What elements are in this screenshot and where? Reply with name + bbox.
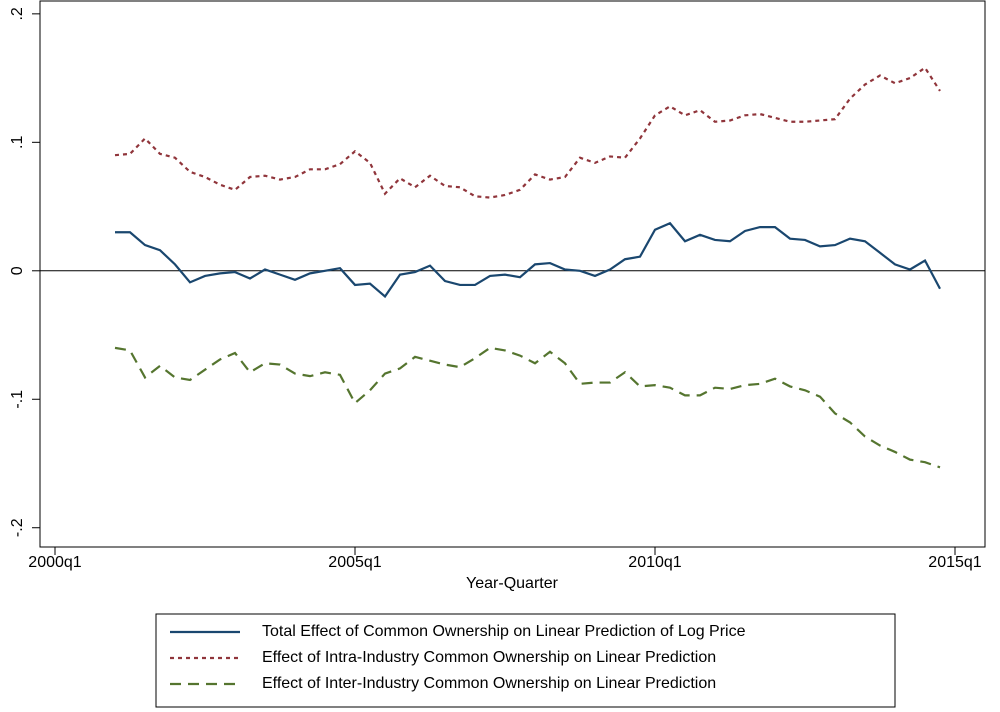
y-tick-label: .2 (9, 7, 26, 20)
legend-box (155, 613, 896, 708)
y-tick-label: -.1 (9, 390, 26, 409)
x-axis-title: Year-Quarter (466, 575, 559, 592)
y-tick-label: -.2 (9, 518, 26, 537)
plot-frame (39, 0, 986, 548)
legend-label: Effect of Inter-Industry Common Ownershi… (262, 675, 716, 692)
series-line (115, 221, 941, 299)
legend-label: Effect of Intra-Industry Common Ownershi… (262, 649, 716, 666)
x-tick-label: 2005q1 (328, 554, 381, 571)
x-tick-label: 2010q1 (628, 554, 681, 571)
x-tick-label: 2015q1 (928, 554, 981, 571)
legend-label: Total Effect of Common Ownership on Line… (262, 623, 746, 640)
y-tick-label: 0 (9, 266, 26, 275)
y-tick-label: .1 (9, 136, 26, 149)
series-line (114, 346, 941, 469)
series-line (114, 66, 941, 199)
x-tick-label: 2000q1 (28, 554, 81, 571)
